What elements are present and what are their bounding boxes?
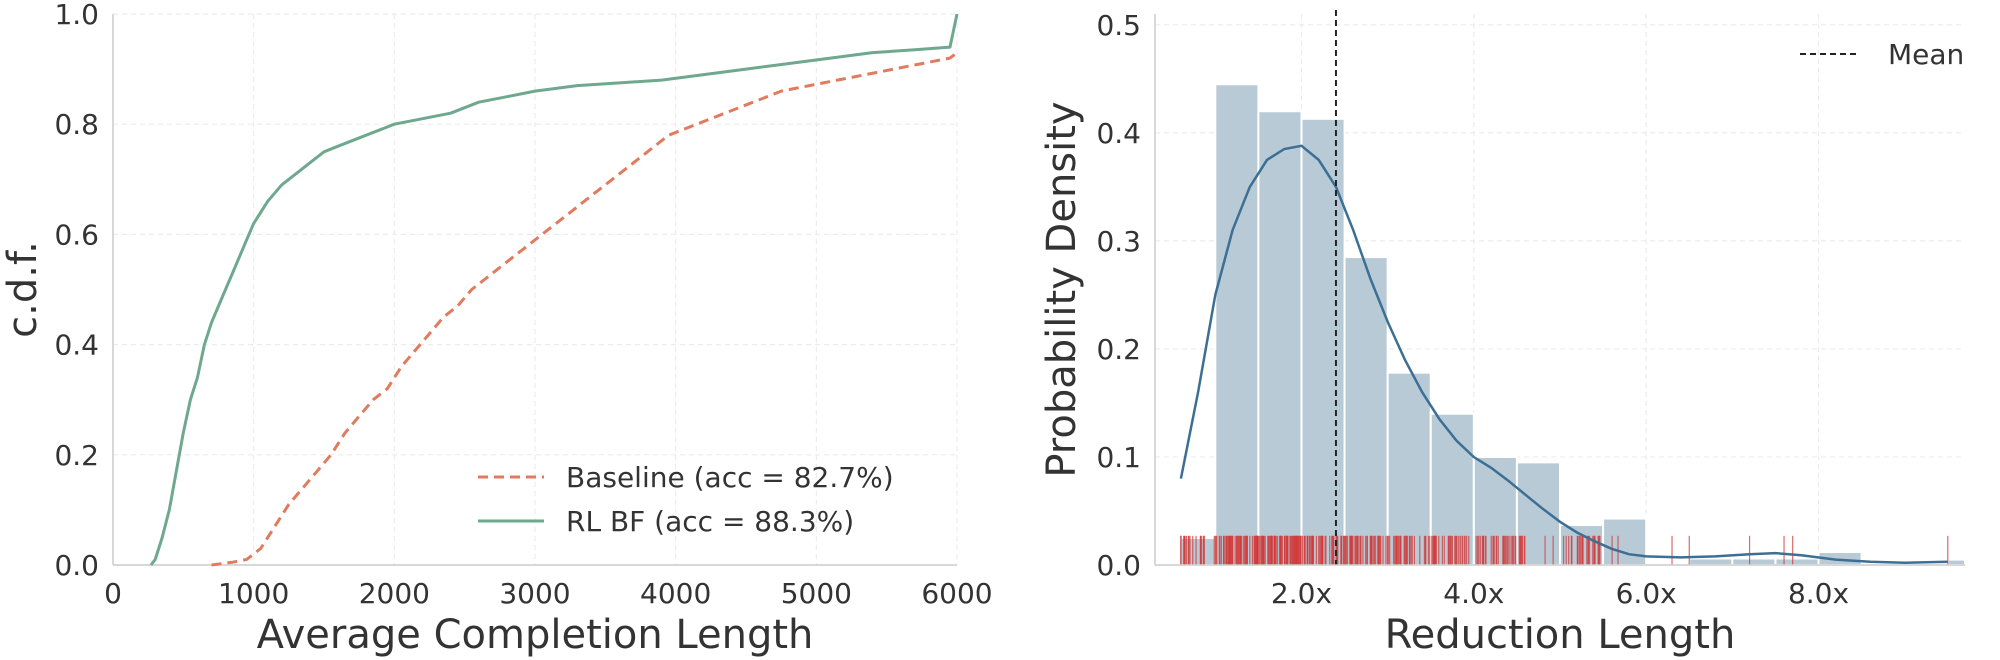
series-line-rl-bf bbox=[149, 13, 959, 566]
histogram-bar bbox=[1300, 117, 1346, 567]
y-tick-label: 1.0 bbox=[54, 0, 99, 31]
y-tick-label: 0.2 bbox=[54, 439, 99, 472]
histogram-bar bbox=[1214, 83, 1260, 566]
y-tick-label: 0.4 bbox=[54, 329, 99, 362]
x-tick-label: 5000 bbox=[781, 577, 852, 610]
legend-entry: Mean bbox=[1888, 38, 1964, 71]
histogram-bar bbox=[1343, 256, 1389, 566]
x-tick-label: 8.0x bbox=[1788, 577, 1849, 610]
x-axis-label: Reduction Length bbox=[1385, 612, 1736, 658]
y-tick-label: 0.6 bbox=[54, 218, 99, 251]
legend-entry: RL BF (acc = 88.3%) bbox=[566, 505, 854, 538]
y-axis-label: c.d.f. bbox=[0, 241, 46, 338]
histogram-bar bbox=[1946, 558, 1967, 566]
histogram-bar bbox=[1731, 557, 1777, 566]
legend-entry: Baseline (acc = 82.7%) bbox=[566, 461, 894, 494]
x-axis-label: Average Completion Length bbox=[257, 612, 814, 658]
x-tick-label: 6.0x bbox=[1616, 577, 1677, 610]
x-tick-label: 4000 bbox=[640, 577, 711, 610]
x-tick-label: 6000 bbox=[921, 577, 992, 610]
histogram-bar bbox=[1602, 517, 1648, 567]
x-tick-label: 0 bbox=[104, 577, 122, 610]
histogram-bar bbox=[1688, 557, 1734, 566]
y-tick-label: 0.0 bbox=[54, 549, 99, 582]
histogram-bar bbox=[1774, 557, 1820, 566]
kde-curve bbox=[1179, 144, 1948, 565]
x-tick-label: 3000 bbox=[499, 577, 570, 610]
histogram-bar bbox=[1257, 110, 1303, 566]
y-tick-label: 0.0 bbox=[1096, 549, 1141, 582]
y-tick-label: 0.4 bbox=[1096, 117, 1141, 150]
y-tick-label: 0.5 bbox=[1096, 9, 1141, 42]
y-tick-label: 0.3 bbox=[1096, 225, 1141, 258]
x-tick-label: 2.0x bbox=[1271, 577, 1332, 610]
y-tick-label: 0.1 bbox=[1096, 441, 1141, 474]
x-tick-label: 2000 bbox=[359, 577, 430, 610]
x-tick-label: 1000 bbox=[218, 577, 289, 610]
cdf-panel: 0 1000 2000 3000 4000 5000 6000 0.0 0.2 0.4 0.6 0.8… bbox=[0, 0, 993, 658]
y-tick-label: 0.8 bbox=[54, 108, 99, 141]
density-panel: 2.0x 4.0x 6.0x 8.0x 0.0 0.1 0.2 0.3 0.4 0.5 Reduct… bbox=[1039, 9, 1967, 658]
y-tick-label: 0.2 bbox=[1096, 333, 1141, 366]
x-tick-label: 4.0x bbox=[1443, 577, 1504, 610]
series-line-baseline bbox=[211, 51, 958, 567]
y-axis-label: Probability Density bbox=[1039, 101, 1085, 477]
